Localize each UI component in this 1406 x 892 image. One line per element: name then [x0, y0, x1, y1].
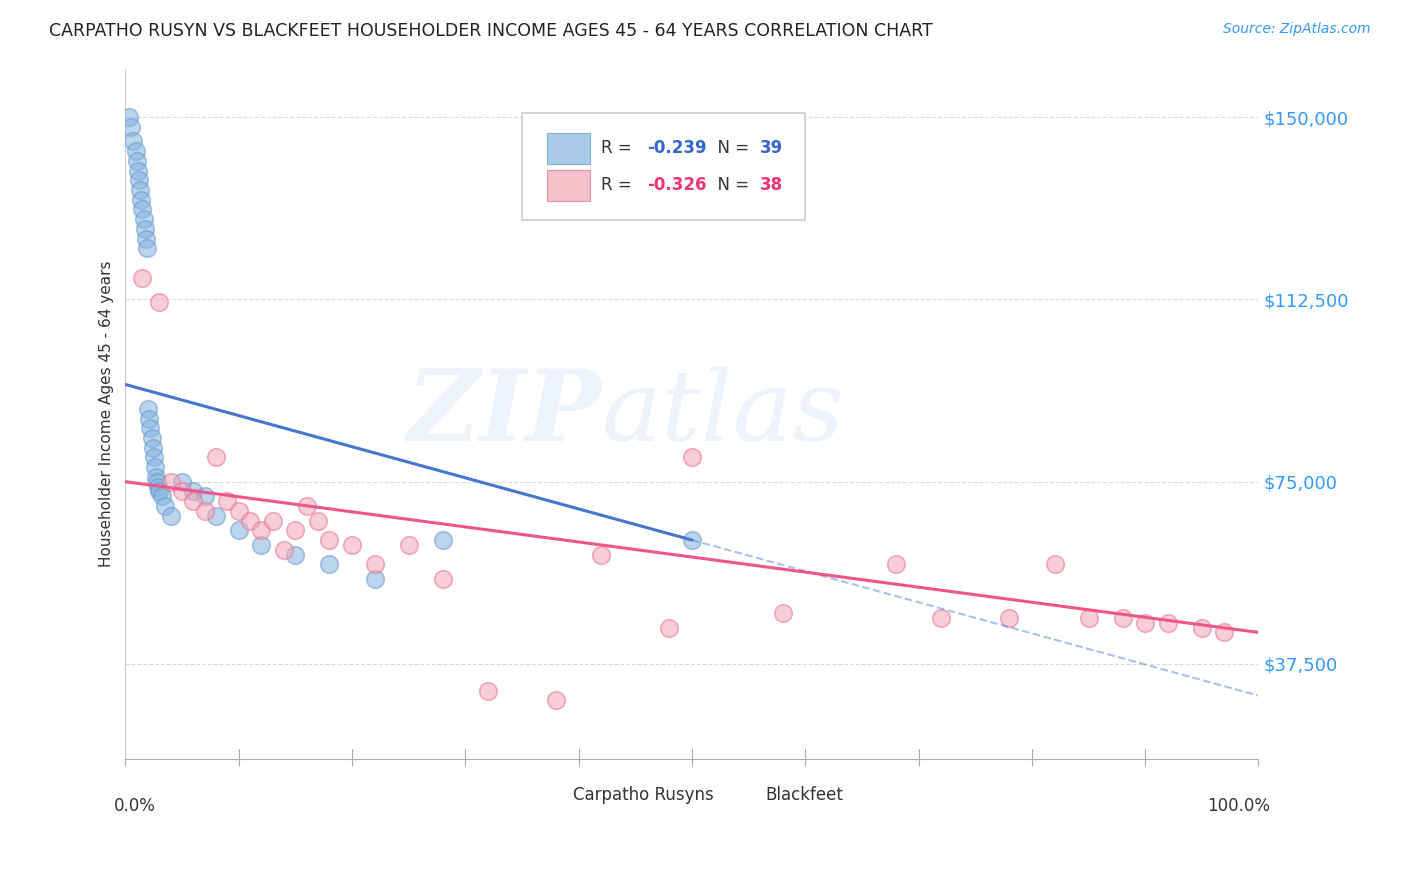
- Point: [998, 611, 1021, 625]
- Point: [1111, 611, 1133, 625]
- Text: ZIP: ZIP: [406, 366, 602, 462]
- Point: [124, 144, 146, 158]
- Point: [1077, 611, 1099, 625]
- Point: [364, 572, 387, 586]
- Point: [1157, 615, 1180, 630]
- Point: [118, 110, 141, 124]
- Bar: [725, 783, 758, 809]
- Point: [122, 135, 145, 149]
- Point: [183, 494, 205, 508]
- Point: [217, 494, 239, 508]
- Point: [1133, 615, 1156, 630]
- Point: [1213, 625, 1236, 640]
- Point: [228, 504, 250, 518]
- Text: R =: R =: [602, 176, 637, 194]
- Point: [183, 484, 205, 499]
- Bar: [547, 170, 591, 201]
- Text: 39: 39: [761, 139, 783, 157]
- Point: [127, 163, 149, 178]
- Point: [159, 508, 181, 523]
- Point: [142, 441, 165, 455]
- Point: [146, 475, 169, 489]
- Point: [135, 232, 157, 246]
- Point: [136, 401, 159, 416]
- Text: N =: N =: [707, 176, 754, 194]
- Point: [544, 693, 567, 707]
- Point: [477, 683, 499, 698]
- Point: [159, 475, 181, 489]
- Text: -0.326: -0.326: [647, 176, 706, 194]
- Point: [172, 475, 194, 489]
- Point: [141, 431, 163, 445]
- Point: [295, 499, 318, 513]
- Point: [138, 411, 160, 425]
- Point: [273, 542, 295, 557]
- Point: [194, 504, 217, 518]
- Point: [364, 558, 387, 572]
- Point: [129, 183, 152, 197]
- Point: [340, 538, 363, 552]
- Point: [153, 499, 176, 513]
- Point: [142, 450, 165, 465]
- Point: [239, 514, 262, 528]
- Point: [250, 524, 273, 538]
- Point: [591, 548, 613, 562]
- Point: [132, 212, 155, 227]
- Point: [139, 421, 162, 435]
- Bar: [533, 783, 565, 809]
- Point: [172, 484, 194, 499]
- Text: atlas: atlas: [602, 366, 844, 461]
- Point: [772, 606, 794, 620]
- Point: [131, 202, 153, 217]
- Point: [205, 450, 228, 465]
- Point: [136, 241, 159, 255]
- Point: [884, 558, 907, 572]
- Point: [205, 508, 228, 523]
- Point: [1043, 558, 1066, 572]
- Bar: [547, 133, 591, 164]
- Point: [262, 514, 284, 528]
- Text: N =: N =: [707, 139, 754, 157]
- Point: [398, 538, 420, 552]
- Point: [929, 611, 952, 625]
- Point: [148, 294, 170, 309]
- Point: [148, 484, 170, 499]
- Y-axis label: Householder Income Ages 45 - 64 years: Householder Income Ages 45 - 64 years: [100, 260, 114, 567]
- Text: 0.0%: 0.0%: [114, 797, 156, 814]
- Point: [284, 524, 307, 538]
- Point: [125, 153, 148, 168]
- Point: [318, 558, 340, 572]
- Text: Carpatho Rusyns: Carpatho Rusyns: [574, 787, 714, 805]
- Point: [432, 572, 454, 586]
- Point: [120, 120, 142, 134]
- Point: [128, 173, 150, 187]
- Point: [194, 489, 217, 503]
- Text: CARPATHO RUSYN VS BLACKFEET HOUSEHOLDER INCOME AGES 45 - 64 YEARS CORRELATION CH: CARPATHO RUSYN VS BLACKFEET HOUSEHOLDER …: [49, 22, 934, 40]
- Point: [250, 538, 273, 552]
- FancyBboxPatch shape: [522, 113, 806, 220]
- Point: [150, 489, 173, 503]
- Point: [681, 533, 703, 547]
- Point: [134, 222, 156, 236]
- Text: 38: 38: [761, 176, 783, 194]
- Point: [432, 533, 454, 547]
- Point: [145, 470, 167, 484]
- Text: R =: R =: [602, 139, 637, 157]
- Text: -0.239: -0.239: [647, 139, 706, 157]
- Point: [131, 270, 153, 285]
- Text: Source: ZipAtlas.com: Source: ZipAtlas.com: [1223, 22, 1371, 37]
- Point: [658, 621, 681, 635]
- Point: [307, 514, 329, 528]
- Point: [228, 524, 250, 538]
- Point: [131, 193, 153, 207]
- Point: [284, 548, 307, 562]
- Point: [1191, 621, 1213, 635]
- Point: [681, 450, 703, 465]
- Point: [143, 460, 166, 475]
- Point: [148, 479, 170, 493]
- Point: [318, 533, 340, 547]
- Text: Blackfeet: Blackfeet: [766, 787, 844, 805]
- Text: 100.0%: 100.0%: [1206, 797, 1270, 814]
